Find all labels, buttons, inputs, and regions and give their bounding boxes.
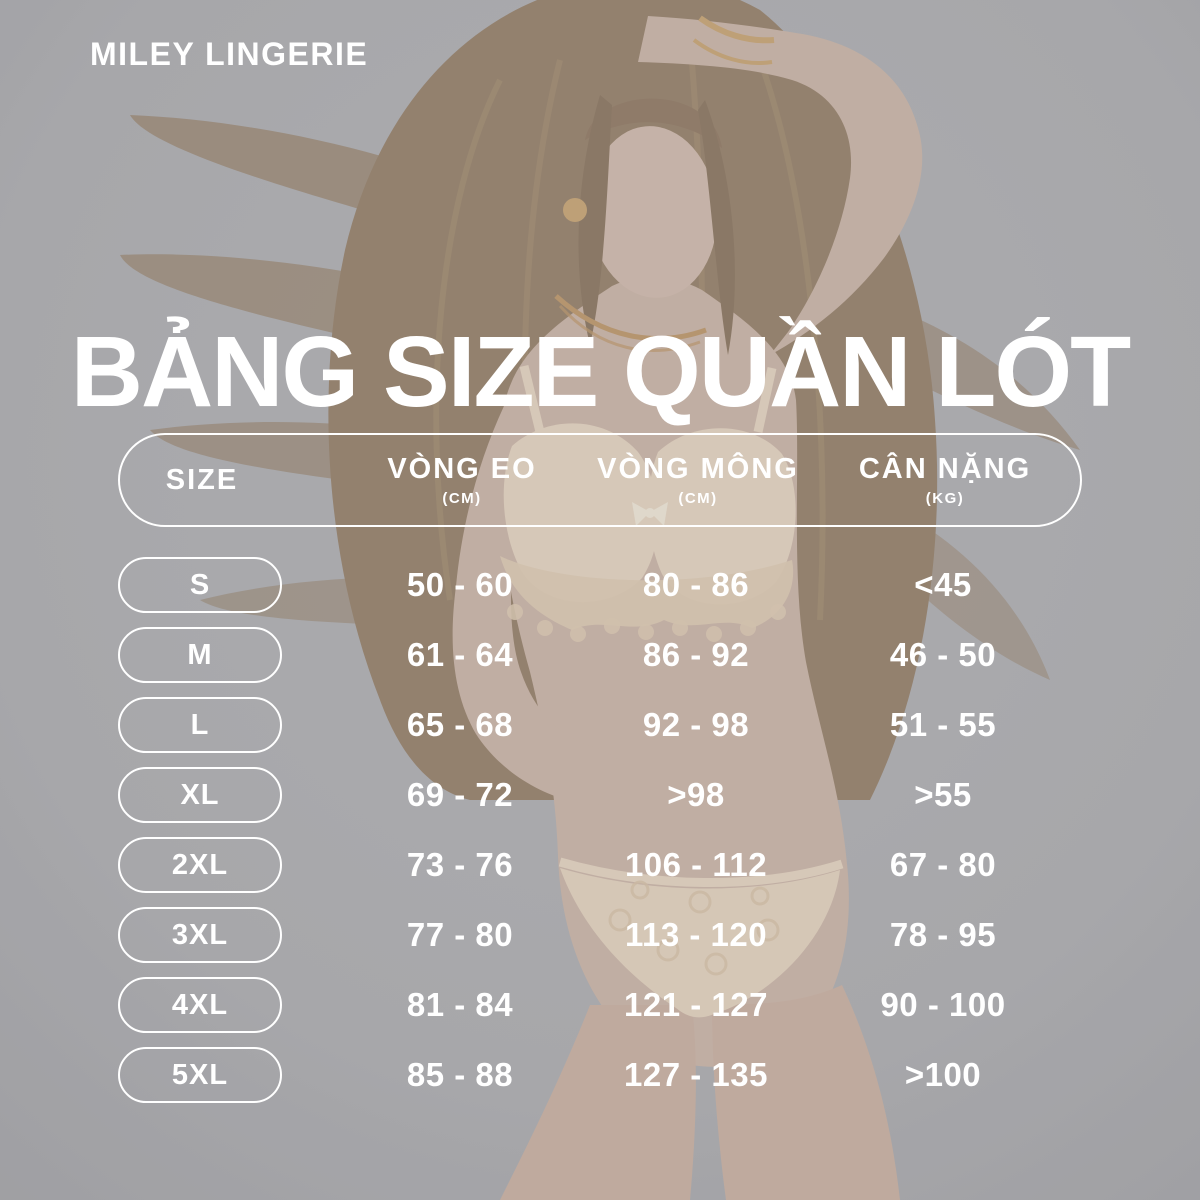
header-waist-unit: (CM) <box>442 490 482 507</box>
waist-value: 50 - 60 <box>406 566 514 603</box>
legs <box>500 985 900 1200</box>
bra-bow <box>632 502 668 526</box>
bra <box>500 364 796 642</box>
size-label: 3XL <box>171 918 229 951</box>
waist-value: 81 - 84 <box>406 986 514 1023</box>
table-row: S 50 - 60 80 - 86 <45 <box>118 550 1082 620</box>
face <box>588 126 718 298</box>
header-hip-label: VÒNG MÔNG <box>597 453 799 485</box>
size-table-body: S 50 - 60 80 - 86 <45 M 61 - 64 86 - 92 46 - 50… <box>118 550 1082 1110</box>
table-row: L 65 - 68 92 - 98 51 - 55 <box>118 690 1082 760</box>
weight-value: <45 <box>914 566 972 603</box>
forehead-hair <box>585 98 722 148</box>
weight-value: 51 - 55 <box>889 706 997 743</box>
size-label: XL <box>180 778 220 811</box>
size-badge: 5XL <box>118 1047 282 1103</box>
header-waist: VÒNG EO (CM) <box>312 435 612 525</box>
waist-value: 77 - 80 <box>406 916 514 953</box>
hip-value: 80 - 86 <box>642 566 750 603</box>
table-row: XL 69 - 72 >98 >55 <box>118 760 1082 830</box>
header-weight-unit: (KG) <box>925 490 965 507</box>
table-header: SIZE VÒNG EO (CM) VÒNG MÔNG (CM) CÂN NẶN… <box>118 433 1082 527</box>
size-badge: 4XL <box>118 977 282 1033</box>
hip-value: 121 - 127 <box>624 986 768 1023</box>
hip-value: 86 - 92 <box>642 636 750 673</box>
necklace <box>554 294 707 341</box>
size-badge: L <box>118 697 282 753</box>
earring <box>563 198 587 222</box>
size-badge: M <box>118 627 282 683</box>
weight-value: 67 - 80 <box>889 846 997 883</box>
size-label: 4XL <box>171 988 229 1021</box>
size-badge: 2XL <box>118 837 282 893</box>
table-row: 2XL 73 - 76 106 - 112 67 - 80 <box>118 830 1082 900</box>
size-badge: S <box>118 557 282 613</box>
header-hip: VÒNG MÔNG (CM) <box>548 435 848 525</box>
hip-value: 92 - 98 <box>642 706 750 743</box>
size-badge: 3XL <box>118 907 282 963</box>
hip-arm <box>452 406 630 805</box>
size-label: S <box>189 568 211 601</box>
waist-value: 65 - 68 <box>406 706 514 743</box>
header-weight-label: CÂN NẶNG <box>858 453 1032 485</box>
table-row: 3XL 77 - 80 113 - 120 78 - 95 <box>118 900 1082 970</box>
hip-value: >98 <box>667 776 725 813</box>
panties <box>558 857 844 1018</box>
size-label: M <box>187 638 213 671</box>
size-badge: XL <box>118 767 282 823</box>
weight-value: 90 - 100 <box>880 986 1006 1023</box>
hip-value: 113 - 120 <box>624 916 768 953</box>
waist-value: 73 - 76 <box>406 846 514 883</box>
necklace-second-chain <box>558 304 701 352</box>
table-row: 4XL 81 - 84 121 - 127 90 - 100 <box>118 970 1082 1040</box>
header-weight: CÂN NẶNG (KG) <box>795 435 1095 525</box>
header-size-label: SIZE <box>165 463 239 496</box>
page-title: BẢNG SIZE QUẦN LÓT <box>70 316 1131 428</box>
waist-value: 61 - 64 <box>406 636 514 673</box>
face-framing-hair <box>578 95 735 355</box>
brand-logo: MILEY LINGERIE <box>90 36 369 72</box>
weight-value: >55 <box>914 776 972 813</box>
hip-value: 127 - 135 <box>624 1056 768 1093</box>
raised-arm <box>638 16 923 355</box>
hip-value: 106 - 112 <box>624 846 768 883</box>
waist-value: 85 - 88 <box>406 1056 514 1093</box>
weight-value: 78 - 95 <box>889 916 997 953</box>
header-size: SIZE <box>120 435 284 525</box>
header-hip-unit: (CM) <box>678 490 718 507</box>
weight-value: 46 - 50 <box>889 636 997 673</box>
weight-value: >100 <box>904 1056 982 1093</box>
size-label: 2XL <box>171 848 229 881</box>
bracelets <box>692 15 775 65</box>
size-label: 5XL <box>171 1058 229 1091</box>
waist-value: 69 - 72 <box>406 776 514 813</box>
size-label: L <box>190 708 210 741</box>
table-row: 5XL 85 - 88 127 - 135 >100 <box>118 1040 1082 1110</box>
table-row: M 61 - 64 86 - 92 46 - 50 <box>118 620 1082 690</box>
header-waist-label: VÒNG EO <box>387 453 537 485</box>
